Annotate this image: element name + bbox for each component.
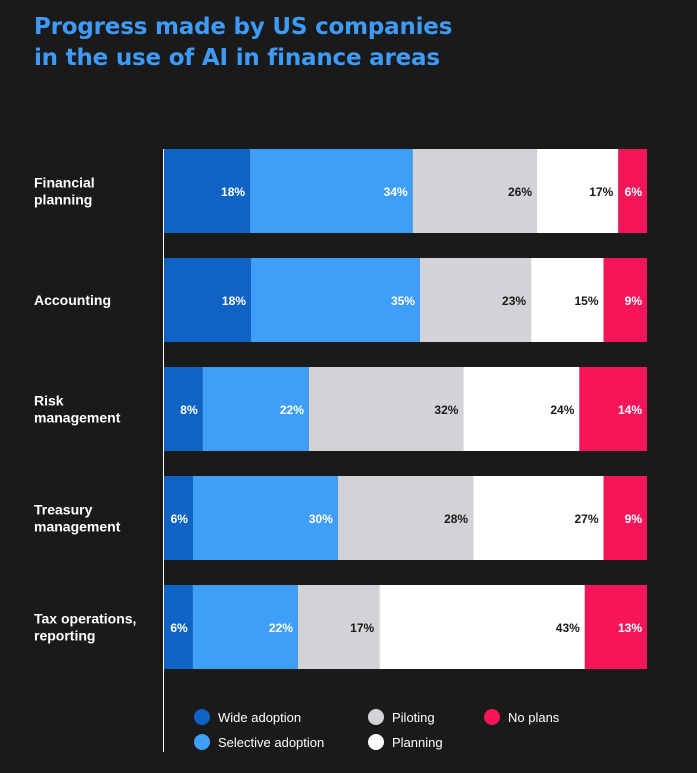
bar-accounting-selective-adoption: [250, 258, 420, 342]
value-label-accounting-no-plans: 9%: [625, 294, 643, 308]
value-label-treasury-management-piloting: 28%: [444, 512, 468, 526]
bar-tax-operations-reporting-piloting: [297, 585, 380, 669]
value-label-treasury-management-planning: 27%: [574, 512, 598, 526]
category-label-risk-management: Risk management: [34, 393, 121, 426]
value-label-tax-operations-reporting-planning: 43%: [556, 621, 580, 635]
category-label-treasury-management: Treasury management: [34, 502, 121, 535]
category-label-tax-operations-reporting: Tax operations, reporting: [34, 611, 136, 644]
bar-accounting-no-plans: [603, 258, 647, 342]
bar-tax-operations-reporting-planning: [379, 585, 585, 669]
bar-risk-management-selective-adoption: [202, 367, 309, 451]
value-label-risk-management-selective-adoption: 22%: [280, 403, 304, 417]
value-label-financial-planning-selective-adoption: 34%: [384, 185, 408, 199]
value-label-tax-operations-reporting-selective-adoption: 22%: [269, 621, 293, 635]
legend: Wide adoption Selective adoption Piloting P…: [194, 709, 560, 750]
bar-financial-planning-selective-adoption: [250, 149, 413, 233]
legend-label-selective-adoption: Selective adoption: [218, 735, 324, 750]
value-label-financial-planning-planning: 17%: [589, 185, 613, 199]
chart-title-line-1: Progress made by US companies: [34, 14, 453, 40]
bar-financial-planning-no-plans: [618, 149, 647, 233]
value-label-accounting-planning: 15%: [574, 294, 598, 308]
category-label-financial-planning: Financial planning: [34, 175, 95, 208]
legend-swatch-planning: [368, 734, 384, 750]
legend-swatch-selective-adoption: [194, 734, 210, 750]
legend-swatch-piloting: [368, 709, 384, 725]
bar-treasury-management-selective-adoption: [192, 476, 338, 560]
bar-risk-management-no-plans: [579, 367, 647, 451]
bar-tax-operations-reporting-no-plans: [584, 585, 647, 669]
value-label-treasury-management-wide-adoption: 6%: [171, 512, 189, 526]
value-label-accounting-wide-adoption: 18%: [222, 294, 246, 308]
bar-treasury-management-wide-adoption: [164, 476, 193, 560]
bar-financial-planning-piloting: [412, 149, 538, 233]
bar-treasury-management-piloting: [337, 476, 474, 560]
bar-treasury-management-no-plans: [603, 476, 647, 560]
chart-title: Progress made by US companies in the use…: [34, 12, 554, 74]
value-label-accounting-selective-adoption: 35%: [391, 294, 415, 308]
bars-group: Financial planning 18% 34% 26% 17% 6% Accountin…: [34, 149, 647, 669]
value-label-financial-planning-wide-adoption: 18%: [221, 185, 245, 199]
value-label-accounting-piloting: 23%: [502, 294, 526, 308]
value-label-treasury-management-selective-adoption: 30%: [309, 512, 333, 526]
value-label-risk-management-wide-adoption: 8%: [180, 403, 198, 417]
chart-title-line-2: in the use of AI in finance areas: [34, 45, 440, 71]
value-label-tax-operations-reporting-wide-adoption: 6%: [170, 621, 188, 635]
bar-accounting-wide-adoption: [164, 258, 251, 342]
bar-financial-planning-wide-adoption: [164, 149, 251, 233]
bar-risk-management-piloting: [308, 367, 464, 451]
bar-risk-management-planning: [463, 367, 580, 451]
bar-tax-operations-reporting-selective-adoption: [192, 585, 298, 669]
bar-tax-operations-reporting-wide-adoption: [164, 585, 193, 669]
value-label-tax-operations-reporting-no-plans: 13%: [618, 621, 642, 635]
bar-financial-planning-planning: [537, 149, 619, 233]
bar-accounting-piloting: [419, 258, 532, 342]
bar-risk-management-wide-adoption: [164, 367, 203, 451]
bar-treasury-management-planning: [473, 476, 604, 560]
value-label-risk-management-no-plans: 14%: [618, 403, 642, 417]
legend-label-wide-adoption: Wide adoption: [218, 710, 301, 725]
legend-label-no-plans: No plans: [508, 710, 560, 725]
category-label-accounting: Accounting: [34, 292, 111, 308]
legend-label-piloting: Piloting: [392, 710, 435, 725]
legend-label-planning: Planning: [392, 735, 443, 750]
value-label-tax-operations-reporting-piloting: 17%: [350, 621, 374, 635]
bar-accounting-planning: [531, 258, 604, 342]
value-label-treasury-management-no-plans: 9%: [625, 512, 643, 526]
legend-swatch-wide-adoption: [194, 709, 210, 725]
value-label-financial-planning-piloting: 26%: [508, 185, 532, 199]
legend-swatch-no-plans: [484, 709, 500, 725]
value-label-risk-management-planning: 24%: [550, 403, 574, 417]
value-label-financial-planning-no-plans: 6%: [625, 185, 643, 199]
value-label-risk-management-piloting: 32%: [434, 403, 458, 417]
